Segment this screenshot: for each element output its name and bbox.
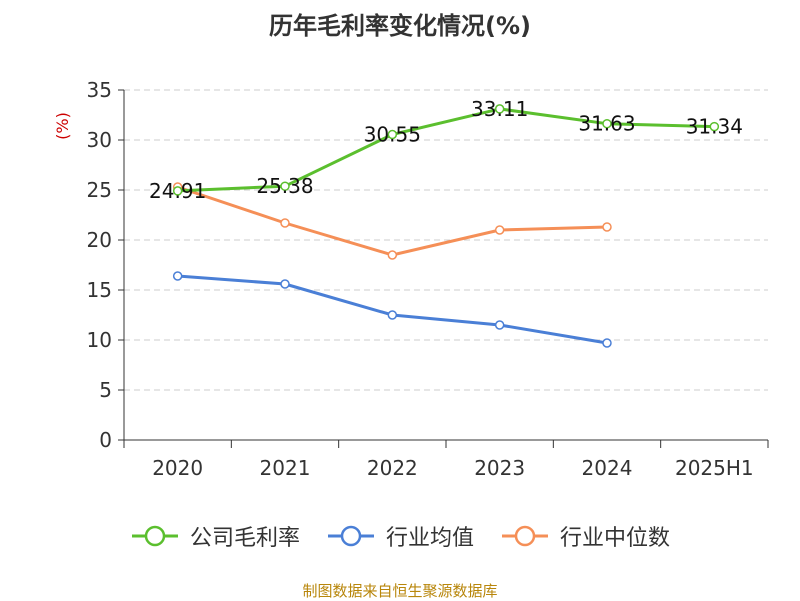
data-point [602, 118, 612, 129]
data-point [280, 218, 290, 228]
data-point [602, 338, 612, 348]
series-line [177, 274, 608, 345]
data-label: 31.34 [686, 115, 743, 139]
y-tick-label: 10 [87, 328, 112, 352]
legend-item[interactable]: 公司毛利率 [130, 520, 300, 552]
y-axis-label: (%) [53, 112, 72, 140]
data-point [280, 181, 290, 191]
data-point [709, 121, 720, 132]
x-tick-label: 2020 [152, 456, 203, 480]
legend-marker-icon [327, 525, 374, 547]
y-tick-label: 20 [87, 228, 112, 252]
axis-layer: 0 5 10 15 20 25 30 35 2020 2021 2022 2023 2024 2025H1 [87, 78, 769, 480]
y-tick-label: 5 [99, 378, 112, 402]
data-point [494, 104, 505, 114]
legend-marker-icon [131, 525, 178, 547]
series-line [177, 185, 608, 257]
legend-circle [144, 525, 166, 547]
data-point [387, 250, 398, 260]
x-tick-label: 2024 [582, 456, 633, 480]
data-point [280, 279, 290, 289]
legend: 公司毛利率 行业均值 行业中位数 [0, 520, 800, 552]
data-label-layer: 24.91 25.38 30.55 33.11 31.63 31.34 [149, 97, 743, 203]
legend-item[interactable]: 行业均值 [326, 520, 474, 552]
chart-title: 历年毛利率变化情况(%) [269, 12, 531, 40]
legend-label: 公司毛利率 [189, 526, 300, 551]
data-label: 24.91 [149, 179, 206, 203]
data-label: 31.63 [578, 112, 635, 136]
series-layer [172, 104, 720, 348]
data-point [494, 225, 505, 235]
y-tick-label: 25 [87, 178, 112, 202]
data-point [172, 271, 183, 281]
legend-circle [514, 525, 536, 547]
legend-circle [340, 525, 362, 547]
series-line [177, 107, 715, 193]
data-label: 33.11 [471, 97, 528, 121]
y-tick-label: 15 [87, 278, 112, 302]
grid-layer [124, 89, 768, 391]
x-tick-label: 2025H1 [675, 456, 754, 480]
x-tick-label: 2022 [367, 456, 418, 480]
y-tick-label: 0 [99, 428, 112, 452]
y-tick-label: 30 [87, 128, 112, 152]
data-point [494, 320, 505, 330]
data-label: 30.55 [364, 123, 421, 147]
data-point [387, 129, 398, 140]
source-note: 制图数据来自恒生聚源数据库 [302, 582, 498, 600]
legend-label: 行业中位数 [560, 526, 671, 551]
data-point [602, 222, 612, 232]
legend-item[interactable]: 行业中位数 [500, 520, 670, 552]
data-point [387, 310, 398, 320]
x-tick-label: 2023 [474, 456, 525, 480]
legend-label: 行业均值 [385, 526, 474, 551]
data-point [172, 186, 183, 196]
y-tick-label: 35 [87, 78, 112, 102]
x-tick-label: 2021 [260, 456, 311, 480]
legend-marker-icon [502, 525, 548, 547]
data-label: 25.38 [256, 174, 313, 198]
line-chart: 0 5 10 15 20 25 30 35 2020 2021 2022 2023 2024 2025H1… [53, 78, 769, 480]
